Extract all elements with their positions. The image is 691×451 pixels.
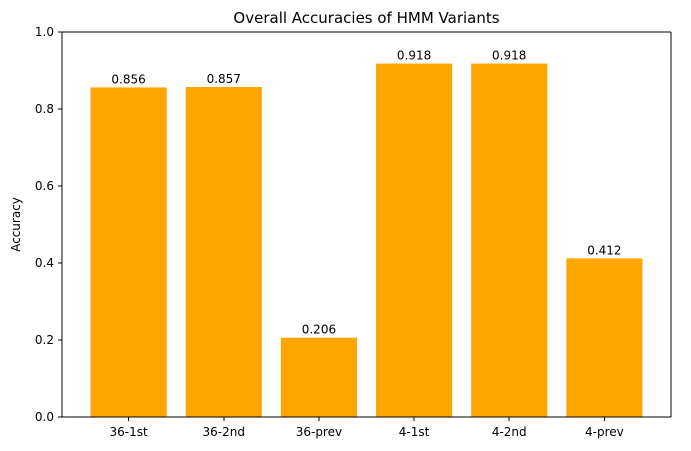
x-tick-label: 4-2nd bbox=[492, 425, 527, 439]
x-axis-ticks: 36-1st 36-2nd 36-prev 4-1st 4-2nd 4-prev bbox=[110, 417, 624, 439]
bar-36-2nd bbox=[185, 87, 262, 417]
x-tick-label: 36-1st bbox=[110, 425, 148, 439]
y-tick-label: 0.6 bbox=[35, 179, 54, 193]
bar-36-1st bbox=[90, 87, 167, 417]
x-tick-label: 36-2nd bbox=[203, 425, 245, 439]
axes-frame bbox=[61, 31, 672, 418]
x-tick-label: 4-1st bbox=[399, 425, 430, 439]
y-tick-label: 1.0 bbox=[35, 25, 54, 39]
bar-value-label: 0.918 bbox=[397, 49, 431, 63]
bar-36-prev bbox=[280, 337, 357, 417]
bars-layer bbox=[90, 63, 643, 417]
y-tick-label: 0.2 bbox=[35, 333, 54, 347]
bar-labels-layer: 0.856 0.857 0.206 0.918 0.918 0.412 bbox=[111, 49, 621, 337]
bar-value-label: 0.412 bbox=[587, 243, 621, 257]
y-axis-label: Accuracy bbox=[9, 197, 23, 252]
chart-title: Overall Accuracies of HMM Variants bbox=[233, 9, 499, 27]
bar-value-label: 0.918 bbox=[492, 49, 526, 63]
bar-4-2nd bbox=[471, 63, 548, 417]
bar-value-label: 0.856 bbox=[111, 72, 145, 86]
y-tick-label: 0.8 bbox=[35, 102, 54, 116]
bar-4-1st bbox=[376, 63, 453, 417]
bar-value-label: 0.206 bbox=[302, 323, 336, 337]
bar-value-label: 0.857 bbox=[207, 72, 241, 86]
y-tick-label: 0.0 bbox=[35, 410, 54, 424]
bar-4-prev bbox=[566, 258, 643, 417]
y-axis-ticks: 0.0 0.2 0.4 0.6 0.8 1.0 bbox=[35, 25, 62, 424]
y-tick-label: 0.4 bbox=[35, 256, 54, 270]
x-tick-label: 36-prev bbox=[296, 425, 342, 439]
x-tick-label: 4-prev bbox=[585, 425, 624, 439]
